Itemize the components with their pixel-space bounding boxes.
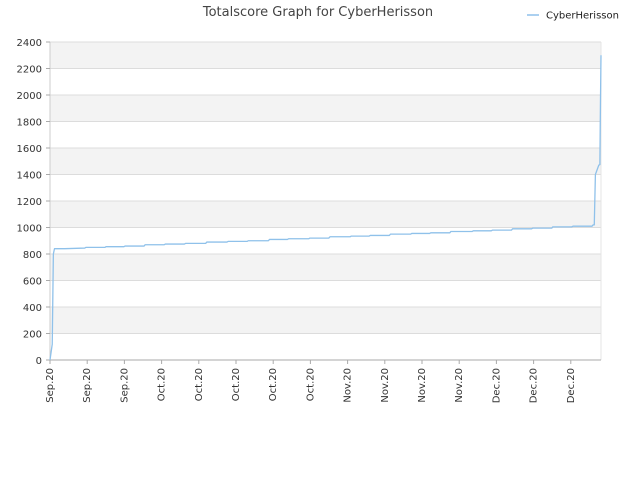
x-tick-label: Oct.20: [268, 368, 279, 401]
plot-band: [50, 148, 601, 175]
plot-background-bands: [50, 42, 601, 360]
x-tick-label: Dec.20: [491, 368, 502, 403]
plot-band: [50, 68, 601, 95]
y-axis: 0 200 400 600 800 1000 1200 1400 1600 1800 2000 220…: [17, 38, 50, 367]
chart-title: Totalscore Graph for CyberHerisson: [202, 5, 433, 20]
y-tick-label: 0: [36, 356, 42, 367]
legend-label-cyberherisson: CyberHerisson: [546, 11, 619, 22]
plot-band: [50, 254, 601, 281]
x-tick-label: Oct.20: [231, 368, 242, 401]
y-tick-label: 1600: [17, 144, 42, 155]
x-tick-label: Nov.20: [417, 368, 428, 403]
x-tick-label: Nov.20: [343, 368, 354, 403]
y-tick-label: 1200: [17, 197, 42, 208]
y-tick-label: 600: [23, 277, 42, 288]
y-tick-label: 1800: [17, 118, 42, 129]
x-tick-label: Nov.20: [380, 368, 391, 403]
y-tick-label: 400: [23, 303, 42, 314]
plot-band: [50, 333, 601, 360]
x-tick-label: Sep.20: [82, 368, 93, 403]
legend[interactable]: CyberHerisson: [527, 11, 619, 22]
plot-band: [50, 201, 601, 228]
y-tick-label: 200: [23, 330, 42, 341]
y-tick-label: 2000: [17, 91, 42, 102]
y-tick-label: 800: [23, 250, 42, 261]
plot-band: [50, 227, 601, 254]
plot-band: [50, 307, 601, 334]
x-tick-label: Oct.20: [194, 368, 205, 401]
x-tick-label: Sep.20: [45, 368, 56, 403]
plot-band: [50, 95, 601, 122]
plot-band: [50, 280, 601, 307]
plot-band: [50, 174, 601, 201]
y-tick-label: 1400: [17, 171, 42, 182]
x-tick-label: Sep.20: [119, 368, 130, 403]
gridlines: [49, 41, 602, 361]
x-tick-label: Dec.20: [529, 368, 540, 403]
x-tick-label: Nov.20: [454, 368, 465, 403]
x-axis: Sep.20 Sep.20 Sep.20 Oct.20 Oct.20 Oct.20 Oct.…: [45, 359, 601, 403]
y-tick-label: 1000: [17, 224, 42, 235]
series-line-cyberherisson: [49, 55, 602, 361]
x-tick-label: Dec.20: [566, 368, 577, 403]
y-tick-label: 2400: [17, 38, 42, 49]
x-tick-label: Oct.20: [305, 368, 316, 401]
x-tick-label: Oct.20: [157, 368, 168, 401]
series-layer: [49, 55, 602, 361]
y-tick-label: 2200: [17, 65, 42, 76]
plot-band: [50, 121, 601, 148]
plot-band: [50, 42, 601, 69]
